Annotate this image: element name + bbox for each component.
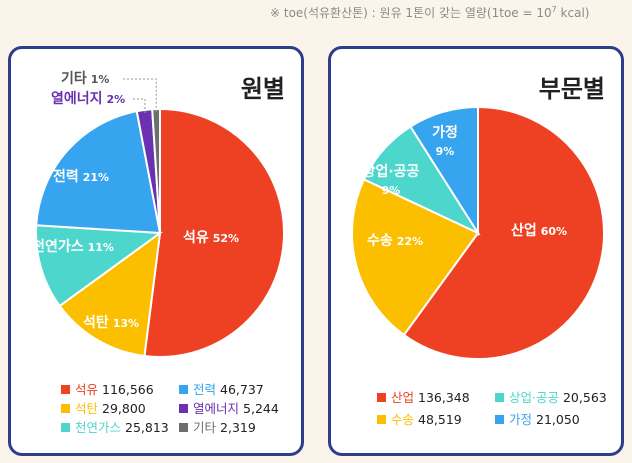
sector-chart-title: 부문별: [538, 75, 605, 103]
sector-legend-item-2: 상업·공공 20,563: [495, 387, 607, 406]
source-legend-swatch-5: [179, 423, 188, 432]
source-legend-value-2: 25,813: [125, 420, 169, 435]
source-legend-swatch-1: [61, 404, 70, 413]
sector-legend-label-1: 수송: [391, 412, 415, 427]
source-slice-5: [151, 107, 161, 234]
source-slice-label-2: 천연가스 11%: [32, 239, 114, 255]
source-legend-swatch-2: [61, 423, 70, 432]
sector-legend-item-3: 가정 21,050: [495, 409, 580, 428]
source-legend-label-5: 기타: [193, 420, 217, 435]
sector-slice-label-1: 수송 22%: [367, 233, 423, 249]
sector-pie-chart: 산업 60% 수송 22% 상업·공공 9% 가정 9%: [351, 105, 605, 360]
source-legend-item-3: 전력 46,737: [179, 379, 264, 398]
source-legend-label-2: 천연가스: [75, 420, 122, 435]
sector-legend-item-0: 산업 136,348: [377, 387, 470, 406]
sector-legend-swatch-2: [495, 393, 504, 402]
source-legend-item-1: 석탄 29,800: [61, 398, 146, 417]
source-legend-label-3: 전력: [193, 382, 217, 397]
sector-legend-swatch-0: [377, 393, 386, 402]
sector-chart-card: 부문별 산업 60% 수송 22% 상업·공공 9% 가정 9% 산업 136,348 수송 48,…: [328, 46, 624, 456]
sector-legend-swatch-3: [495, 415, 504, 424]
sector-legend-value-3: 21,050: [536, 412, 580, 427]
source-chart-title: 원별: [240, 75, 285, 103]
source-slice-label-4: 열에너지 2%: [51, 90, 125, 107]
source-legend-item-0: 석유 116,566: [61, 379, 154, 398]
source-legend-value-4: 5,244: [243, 401, 279, 416]
sector-slice-0: [402, 105, 605, 360]
source-legend-swatch-3: [179, 385, 188, 394]
source-slice-3: [35, 110, 162, 235]
source-legend-item-5: 기타 2,319: [179, 417, 256, 436]
source-legend-label-1: 석탄: [75, 401, 99, 416]
sector-slice-label-0: 산업 60%: [511, 222, 567, 239]
sector-legend-label-0: 산업: [391, 390, 415, 405]
source-legend-swatch-0: [61, 385, 70, 394]
source-leader-line-5: [123, 78, 157, 114]
source-legend-value-3: 46,737: [220, 382, 264, 397]
source-legend-label-0: 석유: [75, 382, 99, 397]
source-slice-1: [58, 230, 162, 358]
source-slice-label-1: 석탄 13%: [83, 314, 139, 331]
sector-slice-3: [409, 105, 479, 237]
source-slice-2: [35, 224, 163, 308]
sector-legend-value-1: 48,519: [418, 412, 462, 427]
source-legend-item-2: 천연가스 25,813: [61, 417, 169, 436]
source-legend-value-1: 29,800: [102, 401, 146, 416]
source-legend-value-5: 2,319: [220, 420, 256, 435]
source-slice-0: [143, 107, 285, 358]
source-legend-label-4: 열에너지: [193, 401, 240, 416]
sector-slice-label-3: 가정 9%: [432, 124, 458, 158]
sector-legend-item-1: 수송 48,519: [377, 409, 462, 428]
source-slice-label-5: 기타 1%: [61, 71, 109, 87]
source-pie-chart: 석유 52% 석탄 13% 천연가스 11% 전력 21% 열에너지 2% 기타 1%: [32, 71, 285, 358]
unit-note: ※ toe(석유환산톤) : 원유 1톤이 갖는 열량(1toe = 107 k…: [270, 5, 590, 20]
sector-legend-label-3: 가정: [509, 412, 533, 427]
sector-legend-label-2: 상업·공공: [509, 390, 559, 405]
sector-legend-swatch-1: [377, 415, 386, 424]
source-slice-label-0: 석유 52%: [183, 230, 239, 246]
source-chart-card: 원별 석유 52% 석탄 13% 천연가스 11% 전력 21% 열에너지 2% 기타 1% 석유 11…: [8, 46, 304, 456]
source-legend-item-4: 열에너지 5,244: [179, 398, 279, 417]
sector-legend-value-2: 20,563: [562, 390, 607, 405]
sector-legend-value-0: 136,348: [418, 390, 470, 405]
sector-slice-label-2: 상업·공공 9%: [363, 164, 420, 197]
source-legend-swatch-4: [179, 404, 188, 413]
source-legend-value-0: 116,566: [102, 382, 154, 397]
source-slice-label-3: 전력 21%: [53, 168, 109, 185]
source-leader-line-4: [133, 98, 146, 114]
